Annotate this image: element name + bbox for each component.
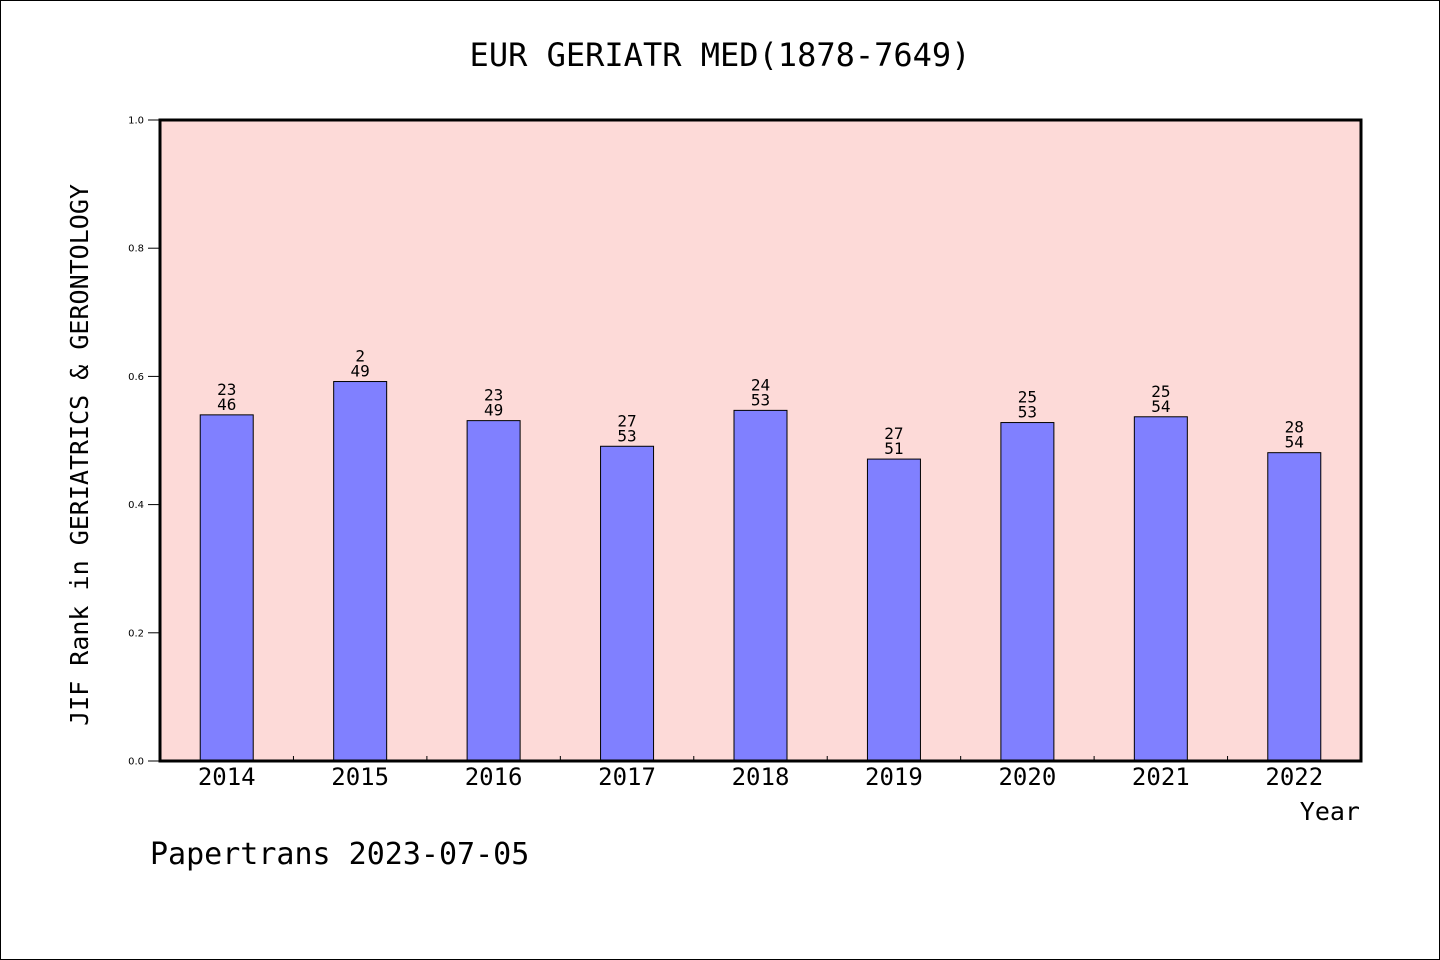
y-tick-label-1.0: 1.0 (128, 116, 144, 127)
x-tick-label-2015: 2015 (331, 763, 389, 791)
data-label-total-2017: 53 (617, 426, 636, 445)
y-tick-label-0.4: 0.4 (128, 500, 144, 511)
y-tick-label-0.2: 0.2 (128, 628, 144, 639)
y-tick-label-0.0: 0.0 (128, 757, 144, 768)
bar-2015 (333, 381, 388, 762)
y-tick-label-0.8: 0.8 (128, 244, 144, 255)
data-label-rank-2020: 25 (1018, 388, 1037, 407)
x-axis: 2014 2015 2016 2017 2018 2019 2020 2021 2022 (198, 756, 1323, 791)
data-label-rank-2019: 27 (884, 424, 903, 443)
bar-2014 (199, 414, 254, 762)
data-label-total-2016: 49 (484, 401, 503, 420)
bar-2016 (466, 420, 521, 762)
x-tick-label-2021: 2021 (1132, 763, 1190, 791)
x-tick-label-2019: 2019 (865, 763, 923, 791)
data-label-total-2021: 54 (1151, 397, 1170, 416)
x-tick-label-2018: 2018 (732, 763, 790, 791)
data-label-total-2018: 53 (751, 390, 770, 409)
x-tick-label-2020: 2020 (998, 763, 1056, 791)
bars-group (199, 381, 1322, 762)
data-label-rank-2016: 23 (484, 386, 503, 405)
chart-title: EUR GERIATR MED(1878-7649) (470, 36, 971, 74)
x-tick-label-2014: 2014 (198, 763, 256, 791)
bar-2022 (1267, 452, 1322, 762)
bar-2019 (866, 458, 921, 762)
y-tick-label-0.6: 0.6 (128, 372, 144, 383)
data-label-rank-2022: 28 (1285, 418, 1304, 437)
x-tick-label-2016: 2016 (465, 763, 523, 791)
bar-2018 (733, 409, 788, 762)
x-axis-label: Year (1300, 797, 1360, 826)
data-label-total-2015: 49 (351, 362, 370, 381)
data-label-rank-2018: 24 (751, 375, 770, 394)
plot-border (158, 118, 1363, 763)
y-axis-label: JIF Rank in GERIATRICS & GERONTOLOGY (65, 184, 94, 726)
data-label-rank-2017: 27 (617, 411, 636, 430)
bar-2020 (1000, 422, 1055, 762)
y-axis: 0.0 0.2 0.4 0.6 0.8 1.0 (128, 116, 160, 768)
bar-2017 (600, 445, 655, 762)
bar-2021 (1133, 416, 1188, 762)
data-label-rank-2021: 25 (1151, 382, 1170, 401)
data-label-total-2019: 51 (884, 439, 903, 458)
x-tick-label-2017: 2017 (598, 763, 656, 791)
data-label-rank-2014: 23 (217, 380, 236, 399)
data-label-total-2014: 46 (217, 395, 236, 414)
footer-text: Papertrans 2023-07-05 (150, 837, 529, 872)
data-label-total-2022: 54 (1285, 433, 1304, 452)
data-label-total-2020: 53 (1018, 403, 1037, 422)
data-label-rank-2015: 2 (355, 347, 365, 366)
x-tick-label-2022: 2022 (1265, 763, 1323, 791)
